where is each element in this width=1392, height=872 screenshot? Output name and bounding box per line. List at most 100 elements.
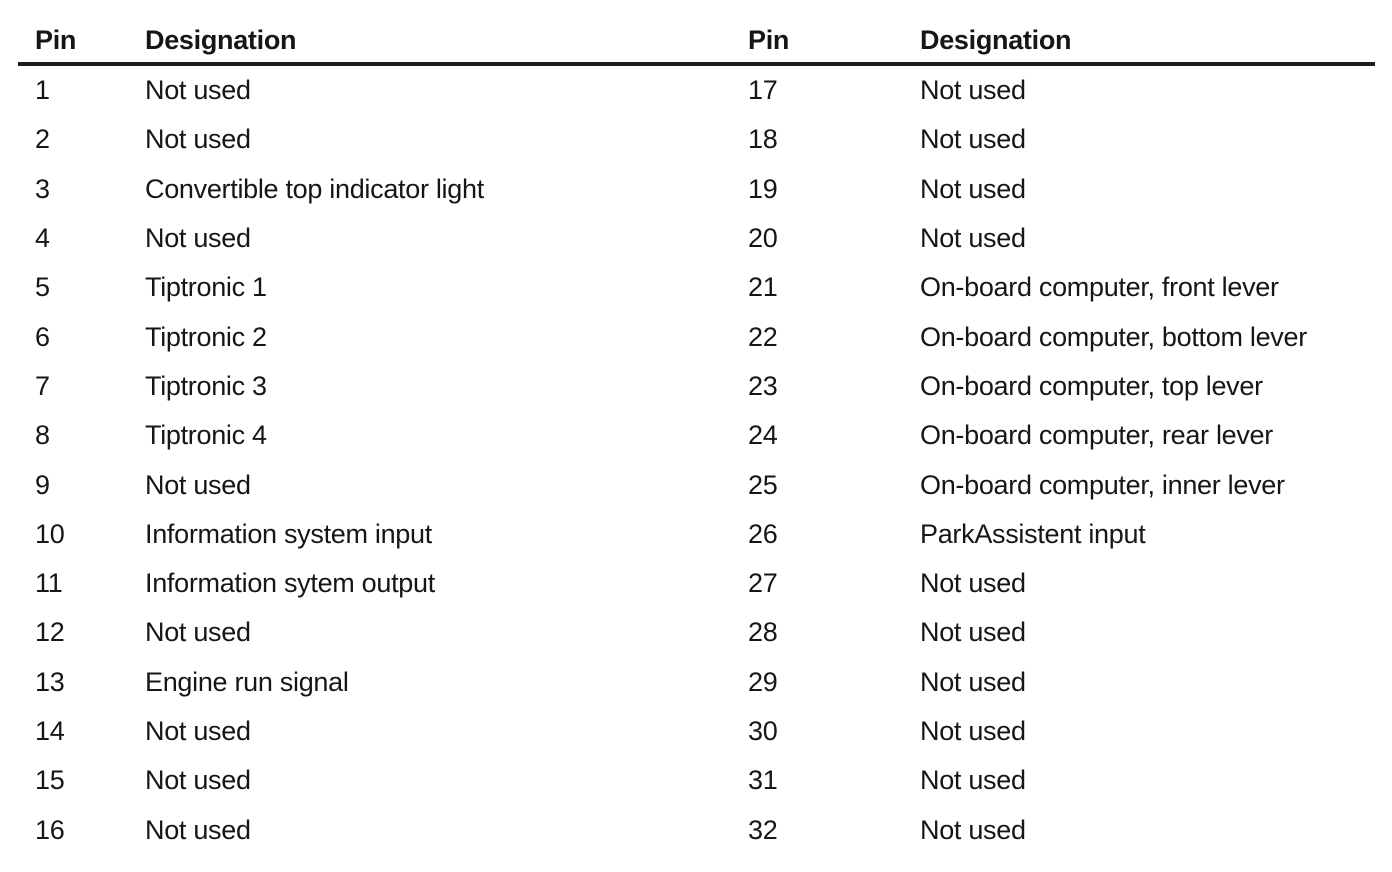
table-row: 31 Not used (748, 756, 1388, 805)
pin-designation: Not used (920, 765, 1026, 796)
pin-designation: Not used (920, 666, 1026, 697)
table-row: 29 Not used (748, 658, 1388, 707)
pin-designation: Tiptronic 1 (145, 272, 267, 303)
header-rule (18, 62, 1375, 66)
pin-designation: Not used (920, 223, 1026, 254)
pin-number: 23 (748, 370, 778, 401)
pin-designation: On-board computer, front lever (920, 272, 1279, 303)
pin-designation: Not used (145, 75, 251, 106)
table-row: 22 On-board computer, bottom lever (748, 312, 1388, 361)
pin-number: 26 (748, 518, 778, 549)
table-row: 19 Not used (748, 165, 1388, 214)
pin-designation: On-board computer, top lever (920, 370, 1263, 401)
table-row: 28 Not used (748, 608, 1388, 657)
table-row: 6 Tiptronic 2 (35, 312, 741, 361)
pin-number: 19 (748, 173, 778, 204)
pin-number: 4 (35, 223, 50, 254)
pin-designation: ParkAssistent input (920, 518, 1146, 549)
pin-number: 27 (748, 568, 778, 599)
table-row: 15 Not used (35, 756, 741, 805)
pin-designation: Not used (920, 617, 1026, 648)
pin-number: 16 (35, 814, 65, 845)
pin-number: 20 (748, 223, 778, 254)
pin-designation: On-board computer, rear lever (920, 420, 1273, 451)
pin-number: 13 (35, 666, 65, 697)
pin-designation: Not used (145, 617, 251, 648)
table-row: 10 Information system input (35, 510, 741, 559)
pin-designation: Not used (145, 223, 251, 254)
pin-number: 10 (35, 518, 65, 549)
table-row: 4 Not used (35, 214, 741, 263)
pin-designation: Not used (920, 75, 1026, 106)
table-row: 13 Engine run signal (35, 658, 741, 707)
table-row: 24 On-board computer, rear lever (748, 411, 1388, 460)
pin-number: 7 (35, 370, 50, 401)
table-row: 5 Tiptronic 1 (35, 263, 741, 312)
table-row: 2 Not used (35, 115, 741, 164)
pin-number: 32 (748, 814, 778, 845)
pin-designation: Not used (145, 716, 251, 746)
column-header-pin-left: Pin (35, 25, 77, 55)
table-row: 16 Not used (35, 805, 741, 854)
pin-designation: Not used (920, 173, 1026, 204)
pin-designation: Engine run signal (145, 666, 349, 697)
pin-number: 24 (748, 420, 778, 451)
table-row: 21 On-board computer, front lever (748, 263, 1388, 312)
table-row: 32 Not used (748, 805, 1388, 854)
pin-designation: Tiptronic 3 (145, 370, 267, 401)
pin-designation: Information system input (145, 518, 432, 549)
pin-number: 3 (35, 173, 50, 204)
pin-designation: Convertible top indicator light (145, 173, 484, 204)
pin-number: 14 (35, 716, 65, 746)
table-row: 26 ParkAssistent input (748, 510, 1388, 559)
table-row: 7 Tiptronic 3 (35, 362, 741, 411)
table-row: 20 Not used (748, 214, 1388, 263)
column-header-pin-right: Pin (748, 25, 790, 55)
pin-number: 29 (748, 666, 778, 697)
pin-designation: Not used (145, 469, 251, 500)
table-row: 27 Not used (748, 559, 1388, 608)
pin-number: 21 (748, 272, 778, 303)
pin-designation: Not used (145, 765, 251, 796)
table-row: 23 On-board computer, top lever (748, 362, 1388, 411)
pin-number: 15 (35, 765, 65, 796)
pin-designation: On-board computer, inner lever (920, 469, 1285, 500)
pin-number: 8 (35, 420, 50, 451)
pin-number: 11 (35, 568, 63, 599)
pin-number: 9 (35, 469, 50, 500)
table-row: 1 Not used (35, 66, 741, 115)
table-left-half: 1 Not used 2 Not used 3 Convertible top indic… (35, 66, 741, 855)
table-row: 25 On-board computer, inner lever (748, 460, 1388, 509)
pin-designation: Not used (145, 124, 251, 155)
column-header-designation-right: Designation (920, 25, 1072, 55)
pin-number: 6 (35, 321, 50, 352)
pin-designation: Tiptronic 2 (145, 321, 267, 352)
pin-number: 5 (35, 272, 50, 303)
pin-designation: Not used (920, 814, 1026, 845)
table-row: 17 Not used (748, 66, 1388, 115)
pin-designation: Information sytem output (145, 568, 435, 599)
pin-number: 18 (748, 124, 778, 155)
pin-number: 25 (748, 469, 778, 500)
pin-number: 22 (748, 321, 778, 352)
pin-designation: Not used (920, 716, 1026, 746)
table-right-half: 17 Not used 18 Not used 19 Not used 20 Not used… (748, 66, 1388, 855)
pin-designation: Not used (145, 814, 251, 845)
pin-number: 31 (748, 765, 778, 796)
pin-designation: Tiptronic 4 (145, 420, 267, 451)
pin-designation: Not used (920, 568, 1026, 599)
table-row: 12 Not used (35, 608, 741, 657)
table-row: 11 Information sytem output (35, 559, 741, 608)
table-row: 30 Not used (748, 707, 1388, 756)
table-row: 9 Not used (35, 460, 741, 509)
pin-number: 28 (748, 617, 778, 648)
pin-number: 30 (748, 716, 778, 746)
table-row: 3 Convertible top indicator light (35, 165, 741, 214)
pin-designation: On-board computer, bottom lever (920, 321, 1307, 352)
pin-number: 1 (35, 75, 50, 106)
table-row: 8 Tiptronic 4 (35, 411, 741, 460)
pin-designation: Not used (920, 124, 1026, 155)
table-row: 14 Not used (35, 707, 741, 756)
